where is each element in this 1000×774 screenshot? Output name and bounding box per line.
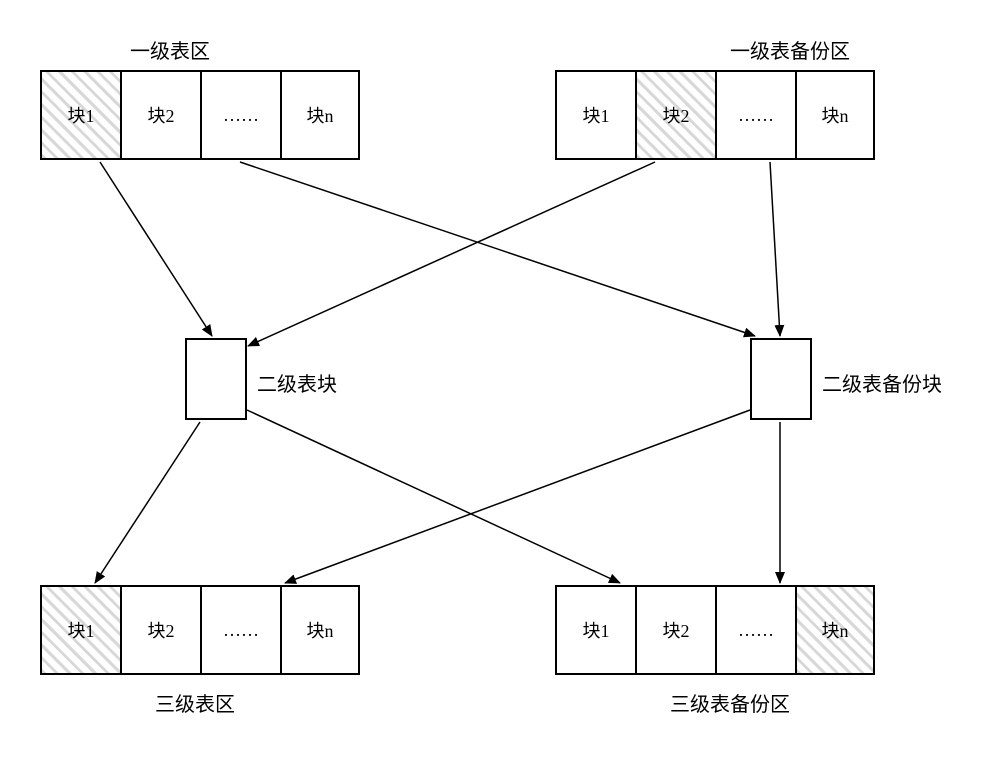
level3-area-label: 三级表区 bbox=[155, 688, 235, 717]
block-cell: 块1 bbox=[40, 585, 120, 675]
block-ellipsis: …… bbox=[715, 70, 795, 160]
level1-backup-area-row: 块1 块2 …… 块n bbox=[555, 70, 875, 160]
block-cell: 块2 bbox=[635, 585, 715, 675]
block-cell: 块2 bbox=[120, 585, 200, 675]
block-cell: 块n bbox=[280, 585, 360, 675]
level2-backup-block bbox=[750, 338, 812, 420]
block-ellipsis: …… bbox=[200, 585, 280, 675]
block-cell: 块1 bbox=[40, 70, 120, 160]
block-cell: 块2 bbox=[120, 70, 200, 160]
level3-area-row: 块1 块2 …… 块n bbox=[40, 585, 360, 675]
level2-backup-block-label: 二级表备份块 bbox=[822, 368, 942, 397]
level2-block bbox=[185, 338, 247, 420]
block-cell: 块2 bbox=[635, 70, 715, 160]
block-cell: 块n bbox=[795, 70, 875, 160]
level2-block-label: 二级表块 bbox=[257, 368, 337, 397]
block-cell: 块1 bbox=[555, 70, 635, 160]
block-cell: 块n bbox=[280, 70, 360, 160]
level1-area-row: 块1 块2 …… 块n bbox=[40, 70, 360, 160]
level1-backup-area-label: 一级表备份区 bbox=[730, 35, 850, 64]
block-ellipsis: …… bbox=[200, 70, 280, 160]
level3-backup-area-label: 三级表备份区 bbox=[670, 688, 790, 717]
block-ellipsis: …… bbox=[715, 585, 795, 675]
level3-backup-area-row: 块1 块2 …… 块n bbox=[555, 585, 875, 675]
level1-area-label: 一级表区 bbox=[130, 35, 210, 64]
block-cell: 块n bbox=[795, 585, 875, 675]
block-cell: 块1 bbox=[555, 585, 635, 675]
